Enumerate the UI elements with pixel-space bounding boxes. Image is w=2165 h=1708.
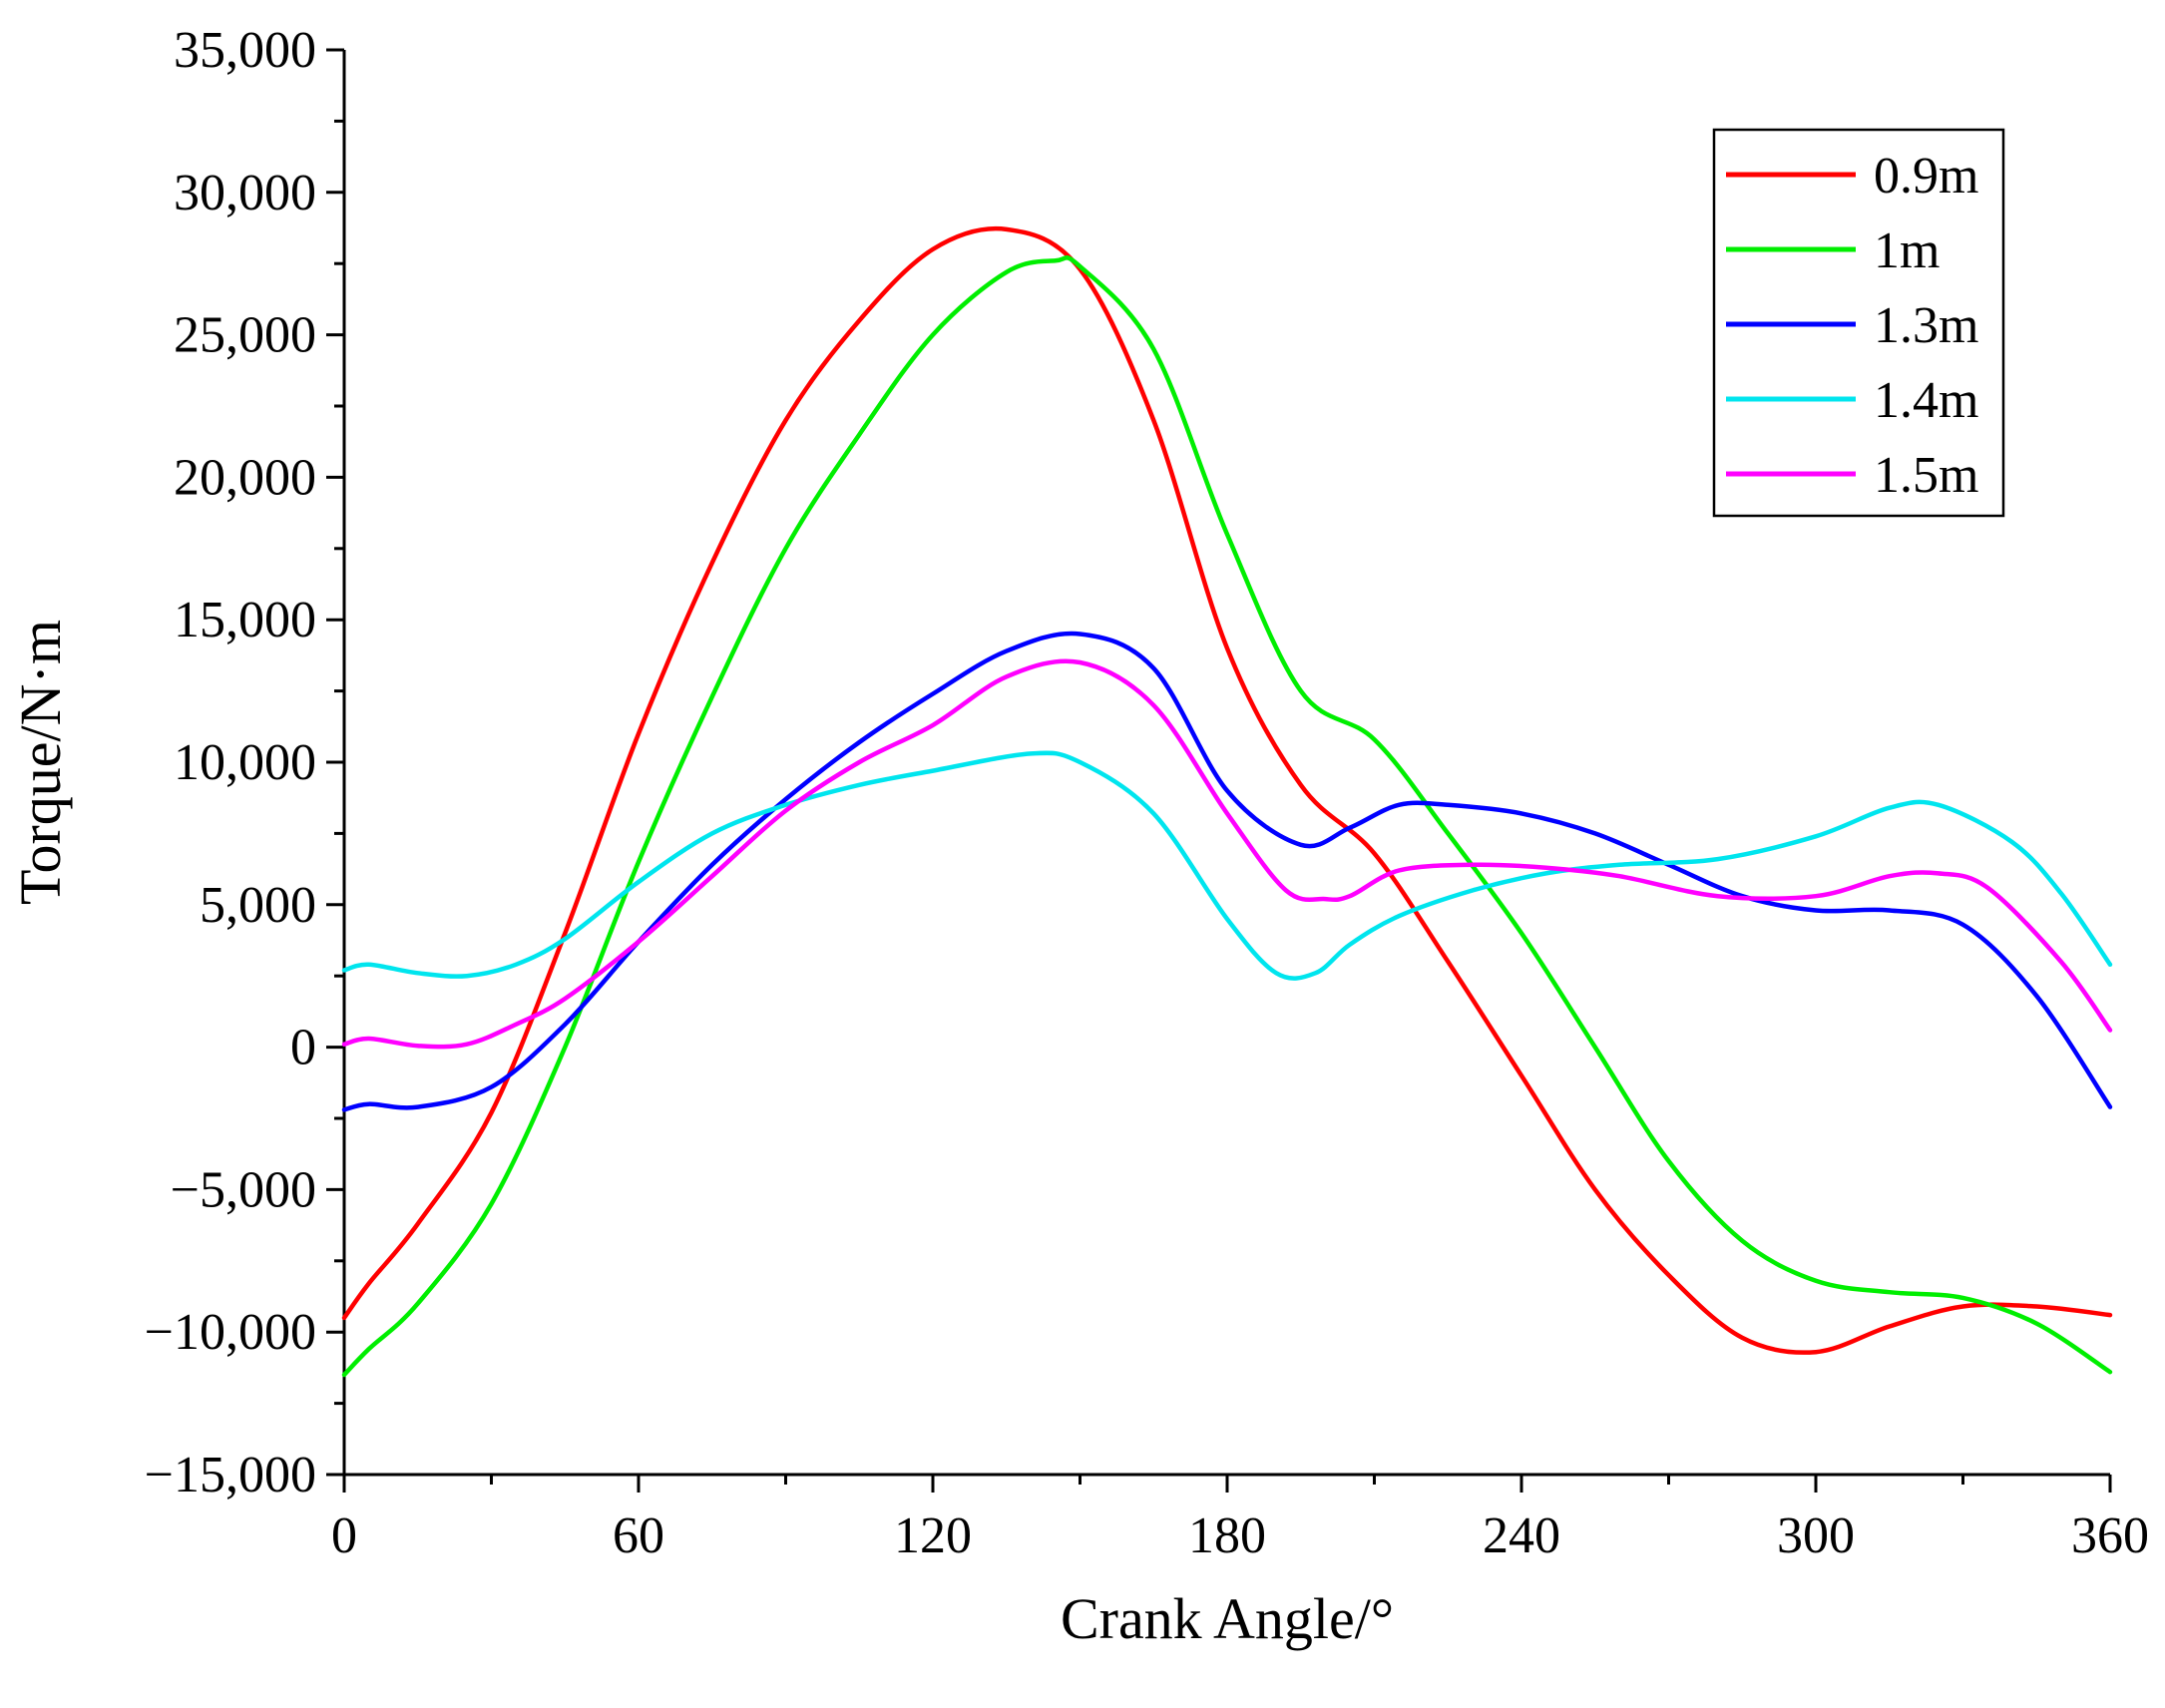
- legend-label-1-4m: 1.4m: [1874, 372, 1978, 429]
- y-tick-label: 30,000: [174, 165, 316, 221]
- x-tick-label: 0: [331, 1507, 357, 1564]
- y-axis-title: Torque/N·m: [8, 620, 73, 905]
- legend-label-1m: 1m: [1874, 222, 1940, 279]
- y-tick-label: 35,000: [174, 22, 316, 79]
- series-line-1-4m: [341, 750, 2113, 981]
- legend-box: [1712, 128, 2005, 518]
- legend-label-1-5m: 1.5m: [1874, 447, 1978, 504]
- legend-label-0-9m: 0.9m: [1874, 148, 1978, 205]
- series-line-0-9m: [341, 225, 2113, 1355]
- x-tick-label: 180: [1188, 1507, 1266, 1564]
- x-tick-label: 240: [1483, 1507, 1560, 1564]
- y-tick-label: 5,000: [200, 877, 316, 934]
- legend-label-1-3m: 1.3m: [1874, 297, 1978, 354]
- legend: 0.9m 1m 1.3m 1.4m 1.5m: [1712, 128, 2005, 518]
- y-tick-label: 0: [290, 1020, 316, 1076]
- y-tick-label: 15,000: [174, 592, 316, 648]
- series-line-1m: [341, 255, 2113, 1378]
- x-ticks: 0 60 120 180 240 300 360: [331, 1475, 2149, 1564]
- y-tick-label: 20,000: [174, 449, 316, 506]
- y-tick-label: 10,000: [174, 734, 316, 791]
- series-lines: [341, 225, 2113, 1378]
- x-tick-label: 360: [2071, 1507, 2149, 1564]
- x-tick-label: 120: [894, 1507, 972, 1564]
- x-tick-label: 300: [1777, 1507, 1855, 1564]
- y-tick-label: −10,000: [145, 1304, 316, 1361]
- series-line-1-3m: [341, 631, 2113, 1112]
- y-tick-label: −5,000: [171, 1161, 316, 1218]
- y-tick-label: −15,000: [145, 1447, 316, 1503]
- x-axis-title: Crank Angle/°: [1061, 1586, 1394, 1651]
- y-ticks: −15,000 −10,000 −5,000 0 5,000 10,000 15,000 20…: [145, 22, 344, 1503]
- x-tick-label: 60: [613, 1507, 664, 1564]
- series-line-1-5m: [341, 658, 2113, 1050]
- y-tick-label: 25,000: [174, 307, 316, 364]
